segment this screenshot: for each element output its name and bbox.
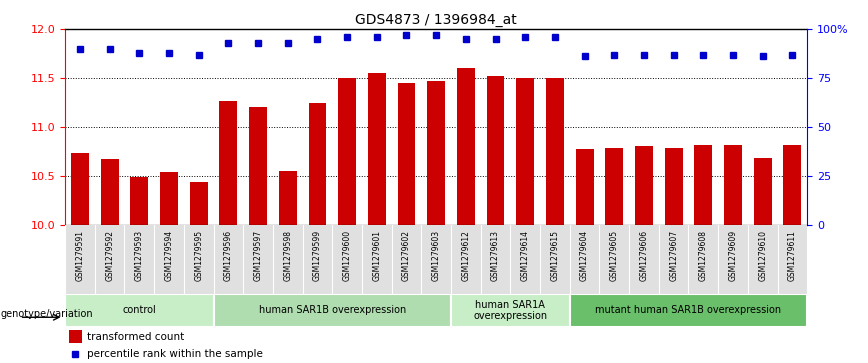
Text: genotype/variation: genotype/variation: [1, 309, 94, 319]
Bar: [69, 330, 82, 343]
Text: human SAR1B overexpression: human SAR1B overexpression: [259, 305, 406, 315]
Bar: [398, 83, 416, 225]
Text: GSM1279594: GSM1279594: [165, 230, 174, 281]
Text: GSM1279611: GSM1279611: [788, 230, 797, 281]
Text: GSM1279609: GSM1279609: [728, 230, 738, 281]
Bar: [575, 148, 594, 225]
Text: GSM1279602: GSM1279602: [402, 230, 411, 281]
Text: GSM1279598: GSM1279598: [283, 230, 293, 281]
Bar: [694, 145, 713, 225]
Bar: [605, 148, 623, 225]
Bar: [724, 145, 742, 225]
Text: GSM1279610: GSM1279610: [759, 230, 767, 281]
Text: GSM1279595: GSM1279595: [194, 230, 203, 281]
Bar: [279, 171, 297, 225]
Text: GSM1279614: GSM1279614: [521, 230, 529, 281]
Text: GSM1279604: GSM1279604: [580, 230, 589, 281]
Bar: [65, 294, 214, 327]
Text: GSM1279599: GSM1279599: [313, 230, 322, 281]
Bar: [308, 102, 326, 225]
Text: GSM1279603: GSM1279603: [431, 230, 441, 281]
Text: GSM1279591: GSM1279591: [76, 230, 84, 281]
Bar: [160, 172, 178, 225]
Bar: [214, 294, 451, 327]
Bar: [71, 152, 89, 225]
Bar: [220, 101, 237, 225]
Bar: [487, 76, 504, 225]
Text: human SAR1A
overexpression: human SAR1A overexpression: [473, 299, 548, 321]
Bar: [516, 78, 534, 225]
Bar: [635, 146, 653, 225]
Text: GSM1279608: GSM1279608: [699, 230, 707, 281]
Text: control: control: [122, 305, 156, 315]
Bar: [427, 81, 445, 225]
Bar: [190, 182, 207, 225]
Text: GSM1279605: GSM1279605: [610, 230, 619, 281]
Bar: [249, 107, 267, 225]
Text: GSM1279601: GSM1279601: [372, 230, 381, 281]
Text: percentile rank within the sample: percentile rank within the sample: [88, 349, 263, 359]
Text: GSM1279597: GSM1279597: [253, 230, 262, 281]
Bar: [665, 148, 682, 225]
Bar: [339, 78, 356, 225]
Text: GSM1279613: GSM1279613: [491, 230, 500, 281]
Text: GSM1279592: GSM1279592: [105, 230, 114, 281]
Bar: [569, 294, 807, 327]
Text: GSM1279606: GSM1279606: [640, 230, 648, 281]
Bar: [130, 177, 148, 225]
Text: transformed count: transformed count: [88, 332, 185, 342]
Text: GSM1279600: GSM1279600: [343, 230, 352, 281]
Text: GSM1279612: GSM1279612: [462, 230, 470, 281]
Text: GSM1279615: GSM1279615: [550, 230, 559, 281]
Title: GDS4873 / 1396984_at: GDS4873 / 1396984_at: [355, 13, 517, 26]
Bar: [457, 68, 475, 225]
Text: mutant human SAR1B overexpression: mutant human SAR1B overexpression: [595, 305, 781, 315]
Bar: [784, 145, 801, 225]
Text: GSM1279596: GSM1279596: [224, 230, 233, 281]
Bar: [101, 159, 119, 225]
Text: GSM1279607: GSM1279607: [669, 230, 678, 281]
Text: GSM1279593: GSM1279593: [135, 230, 144, 281]
Bar: [546, 78, 564, 225]
Bar: [368, 73, 385, 225]
Bar: [753, 158, 772, 225]
Bar: [451, 294, 569, 327]
